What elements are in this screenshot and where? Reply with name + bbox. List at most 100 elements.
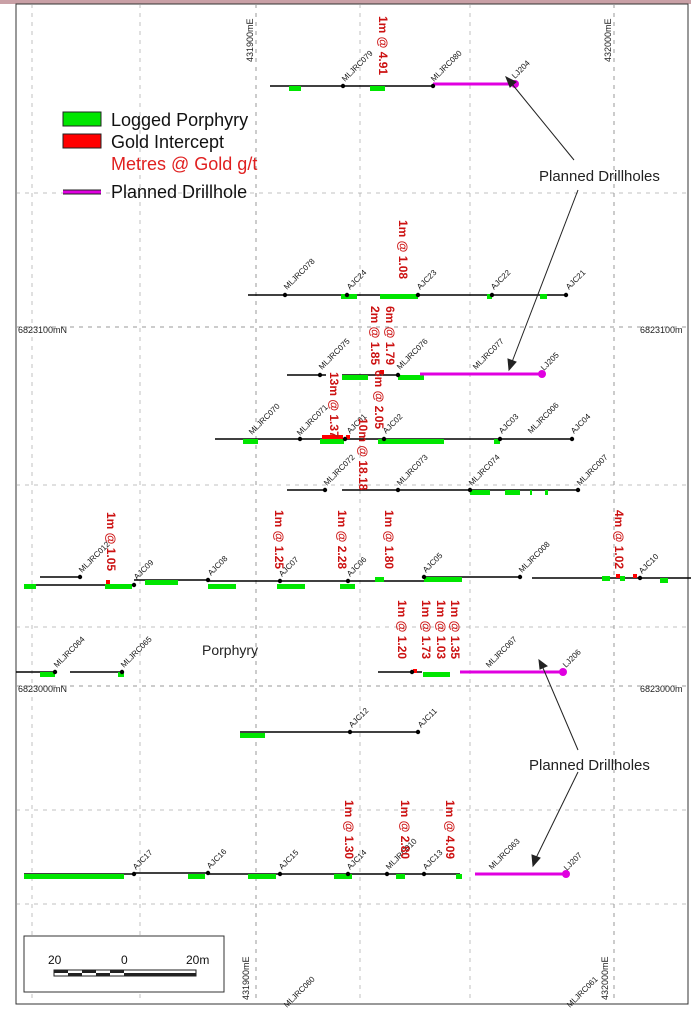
porphyry-segment: [456, 874, 462, 879]
hole-name-label: AJC11: [416, 706, 439, 729]
intercept-label: 13m @ 1.37: [327, 372, 341, 438]
porphyry-segment: [342, 375, 368, 380]
porphyry-segment: [24, 874, 124, 879]
intercept-label: 1m @ 1.73: [419, 600, 433, 659]
porphyry-segment: [334, 874, 352, 879]
gold-intercept-mark: [616, 574, 620, 578]
intercept-label: 1m @ 4.91: [376, 16, 390, 75]
scale-bar-seg: [124, 973, 196, 976]
grid-label-northing-lower-right: 6823000m: [640, 684, 683, 694]
collar-dot: [409, 669, 415, 675]
legend-gold-label: Gold Intercept: [111, 132, 224, 152]
scale-bar-seg: [110, 970, 124, 973]
coordinate-grid: [16, 4, 688, 1004]
gold-intercept-mark: [380, 370, 384, 374]
hole-name-label: MLJRC079: [340, 48, 375, 83]
hole-name-label: LJ206: [561, 647, 583, 669]
scale-bar-right-label: 20m: [186, 953, 209, 967]
intercept-label: 1m @ 1.30: [342, 800, 356, 859]
scale-bar-seg: [82, 970, 96, 973]
porphyry-segment: [375, 577, 384, 582]
grid-label-easting-right-bottom: 432000mE: [600, 956, 610, 1000]
collar-dot: [497, 436, 503, 442]
planned-drillhole-collar: [538, 370, 546, 378]
collar-dot: [395, 372, 401, 378]
scale-bar-frame: [23, 935, 225, 993]
legend-gold-swatch: [62, 133, 102, 149]
porphyry-segment: [240, 733, 265, 738]
intercept-label: 10m @ 18.18: [356, 418, 370, 491]
collar-dot: [569, 436, 575, 442]
porphyry-segment: [602, 576, 610, 581]
legend-planned-label: Planned Drillhole: [111, 182, 247, 202]
intercept-label: 1m @ 1.20: [395, 600, 409, 659]
collar-dot: [637, 575, 643, 581]
gold-intercept-mark: [322, 435, 343, 439]
gold-intercept-mark: [334, 435, 338, 439]
porphyry-segment: [423, 672, 450, 677]
collar-dot: [119, 669, 125, 675]
intercept-label: 6m @ 2.05: [372, 370, 386, 429]
porphyry-segment: [424, 577, 462, 582]
scale-bar-seg: [96, 973, 110, 976]
hole-name-label: AJC08: [206, 554, 230, 578]
intercept-label: 1m @ 1.03: [434, 600, 448, 659]
collar-dot: [205, 577, 211, 583]
collar-dot: [277, 871, 283, 877]
gold-intercept-mark: [633, 574, 637, 578]
hole-name-label: AJC23: [415, 268, 439, 292]
collar-dot: [384, 871, 390, 877]
intercept-label: 6m @ 1.79: [383, 306, 397, 365]
collar-dot: [517, 574, 523, 580]
porphyry-segment: [248, 874, 276, 879]
collar-dot: [317, 372, 323, 378]
callout-planned-drillholes-top: Planned Drillholes: [539, 168, 660, 185]
porphyry-segment: [545, 490, 548, 495]
legend-porphyry-label: Logged Porphyry: [111, 110, 248, 130]
hole-name-label: MLJRC006: [526, 400, 561, 435]
intercept-label: 1m @ 1.25: [272, 510, 286, 569]
intercept-label: 1m @ 1.08: [396, 220, 410, 279]
scale-bar-seg: [68, 973, 82, 976]
scale-bar-seg: [54, 970, 68, 973]
collar-dot: [297, 436, 303, 442]
callout-arrows: [505, 75, 579, 868]
porphyry-segment: [505, 490, 520, 495]
hole-name-label: AJC16: [205, 847, 229, 871]
collar-dot: [322, 487, 328, 493]
hole-name-label: MLJRC008: [517, 539, 552, 574]
hole-name-label: AJC13: [421, 848, 445, 872]
intercept-label: 1m @ 2.28: [335, 510, 349, 569]
grid-label-northing-lower-left: 6823000mN: [18, 684, 67, 694]
grid-label-easting-left-top: 431900mE: [245, 18, 255, 62]
collar-dot: [415, 729, 421, 735]
collar-dot: [421, 574, 427, 580]
hole-name-label: MLJRC077: [471, 336, 506, 371]
collar-dot: [205, 870, 211, 876]
collar-dot: [282, 292, 288, 298]
porphyry-segment: [208, 584, 236, 589]
scale-bar: 20 0 20m: [23, 935, 225, 993]
callout-planned-drillholes-bottom: Planned Drillholes: [529, 757, 650, 774]
porphyry-segment: [289, 86, 301, 91]
map-frame: [15, 3, 689, 1005]
hole-name-label: MLJRC070: [247, 401, 282, 436]
collar-dot: [563, 292, 569, 298]
porphyry-segment: [530, 490, 532, 495]
hole-name-label: MLJRC076: [395, 336, 430, 371]
grid-label-easting-right-top: 432000mE: [603, 18, 613, 62]
intercept-label: 1m @ 1.05: [104, 512, 118, 571]
hole-name-label: AJC15: [277, 848, 301, 872]
collar-dot: [430, 83, 436, 89]
gold-intercept-mark: [413, 669, 417, 673]
grid-label-northing-upper-left: 6823100mN: [18, 325, 67, 335]
hole-name-label: MLJRC064: [52, 634, 87, 669]
porphyry-segment: [378, 439, 444, 444]
hole-name-label: LJ207: [562, 850, 584, 872]
porphyry-segment: [396, 874, 405, 879]
collar-dot: [345, 578, 351, 584]
intercept-label: 2m @ 1.85: [368, 306, 382, 365]
grid-label-easting-left-bottom: 431900mE: [241, 956, 251, 1000]
hole-name-label: AJC24: [345, 268, 369, 292]
